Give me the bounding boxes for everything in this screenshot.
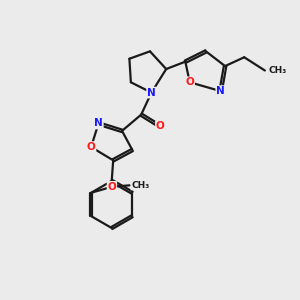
Text: O: O bbox=[156, 122, 165, 131]
Text: O: O bbox=[185, 77, 194, 87]
Text: O: O bbox=[87, 142, 95, 152]
Text: O: O bbox=[108, 182, 116, 192]
Text: N: N bbox=[94, 118, 103, 128]
Text: N: N bbox=[216, 86, 225, 96]
Text: N: N bbox=[147, 88, 156, 98]
Text: CH₃: CH₃ bbox=[268, 66, 286, 75]
Text: CH₃: CH₃ bbox=[131, 181, 149, 190]
